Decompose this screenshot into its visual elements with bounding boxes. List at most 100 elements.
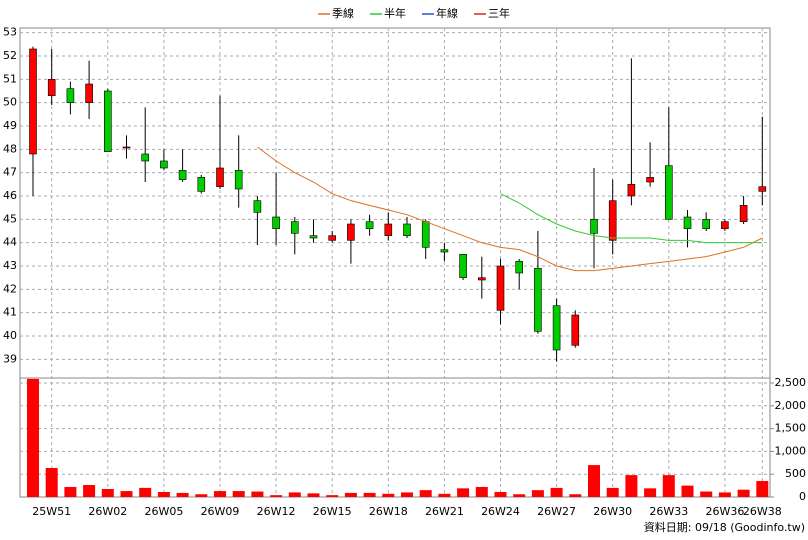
candle-body xyxy=(721,221,729,229)
x-tick-label: 26W33 xyxy=(649,505,688,518)
y2-tick-label: 2,500 xyxy=(775,376,807,389)
legend-label: 三年 xyxy=(488,6,510,20)
x-tick-label: 26W18 xyxy=(369,505,408,518)
volume-bar xyxy=(139,487,152,497)
x-tick-label: 26W38 xyxy=(743,505,782,518)
candle-body xyxy=(197,177,206,192)
volume-bar xyxy=(569,494,582,497)
y-tick-label: 47 xyxy=(3,166,17,179)
y-tick-label: 53 xyxy=(3,26,17,39)
candle-body xyxy=(253,200,262,213)
candle-body xyxy=(496,265,505,311)
volume-bar xyxy=(737,489,750,497)
volume-bar xyxy=(588,465,600,497)
x-tick-label: 26W27 xyxy=(537,505,576,518)
candle-body xyxy=(534,268,542,332)
x-tick-label: 26W12 xyxy=(257,505,296,518)
x-tick-label: 26W02 xyxy=(88,505,127,518)
volume-bar xyxy=(550,487,563,497)
ma-line xyxy=(257,146,763,272)
x-tick-label: 26W24 xyxy=(481,505,520,518)
volume-bar xyxy=(531,490,544,497)
candle-body xyxy=(290,221,299,234)
candle-body xyxy=(178,170,187,180)
volume-bar xyxy=(700,491,713,497)
volume-bar xyxy=(64,486,77,497)
y-tick-label: 52 xyxy=(3,49,17,62)
candle-body xyxy=(459,254,467,278)
candle-body xyxy=(590,219,598,234)
volume-bar xyxy=(644,488,657,497)
candle-body xyxy=(664,165,673,220)
volume-bar xyxy=(251,491,264,497)
y-tick-label: 39 xyxy=(3,352,17,365)
x-tick-label: 26W09 xyxy=(201,505,240,518)
candle-body xyxy=(29,48,37,155)
y2-tick-label: 500 xyxy=(785,467,806,480)
y2-tick-label: 1,500 xyxy=(775,422,807,435)
legend-label: 年線 xyxy=(436,6,458,20)
candle-body xyxy=(421,221,430,248)
y-tick-label: 48 xyxy=(3,142,17,155)
y-tick-label: 43 xyxy=(3,259,17,272)
volume-bar xyxy=(606,487,619,497)
candle-body xyxy=(85,83,93,103)
candle-body xyxy=(216,167,224,187)
y-tick-label: 45 xyxy=(3,212,17,225)
volume-bar xyxy=(27,378,39,497)
volume-bar xyxy=(270,495,283,497)
candle-body xyxy=(384,223,393,236)
candle-body xyxy=(141,153,149,162)
candle-body xyxy=(66,88,75,103)
candle-body xyxy=(477,277,486,281)
x-tick-label: 26W30 xyxy=(593,505,632,518)
volume-bar xyxy=(214,491,226,497)
y2-tick-label: 0 xyxy=(799,490,806,503)
volume-bar xyxy=(326,495,339,497)
candle-body xyxy=(328,235,337,241)
candle-body xyxy=(758,186,767,192)
volume-bar xyxy=(625,475,638,497)
candle-body xyxy=(440,249,449,253)
candle-body xyxy=(47,79,56,96)
volume-bar xyxy=(718,492,731,497)
candle-body xyxy=(160,160,168,169)
volume-bar xyxy=(101,489,114,497)
y2-tick-label: 2,000 xyxy=(775,399,807,412)
volume-bar xyxy=(363,492,376,497)
volume-bar xyxy=(419,490,432,497)
volume-bar xyxy=(120,491,133,497)
volume-bar xyxy=(756,481,769,497)
candle-body xyxy=(104,90,112,152)
volume-bar xyxy=(288,492,301,497)
volume-bar xyxy=(662,475,675,497)
volume-bar xyxy=(232,491,245,497)
y-tick-label: 46 xyxy=(3,189,17,202)
volume-bar xyxy=(157,491,170,497)
volume-bar xyxy=(513,494,526,497)
candle-body xyxy=(365,221,374,229)
y-tick-label: 44 xyxy=(3,236,17,249)
y-tick-label: 51 xyxy=(3,72,17,85)
volume-bar xyxy=(344,492,357,497)
plot-frame xyxy=(19,27,771,498)
y2-tick-label: 1,000 xyxy=(775,444,807,457)
volume-bar xyxy=(494,491,507,497)
legend-label: 季線 xyxy=(332,6,354,20)
volume-bar xyxy=(681,485,694,497)
candle-body xyxy=(702,219,711,229)
volume-bar xyxy=(475,486,488,497)
x-tick-label: 26W36 xyxy=(705,505,744,518)
candle-body xyxy=(272,216,280,229)
volume-bar xyxy=(438,493,451,497)
footer: 資料日期: 09/18 (Goodinfo.tw) xyxy=(644,520,805,534)
candle-body xyxy=(122,146,131,149)
x-tick-label: 25W51 xyxy=(32,505,71,518)
y-tick-label: 41 xyxy=(3,306,17,319)
x-tick-label: 26W15 xyxy=(313,505,352,518)
candle-body xyxy=(403,223,411,236)
volume-bar xyxy=(382,493,395,497)
candle-body xyxy=(739,205,748,222)
legend-label: 半年 xyxy=(384,6,406,20)
